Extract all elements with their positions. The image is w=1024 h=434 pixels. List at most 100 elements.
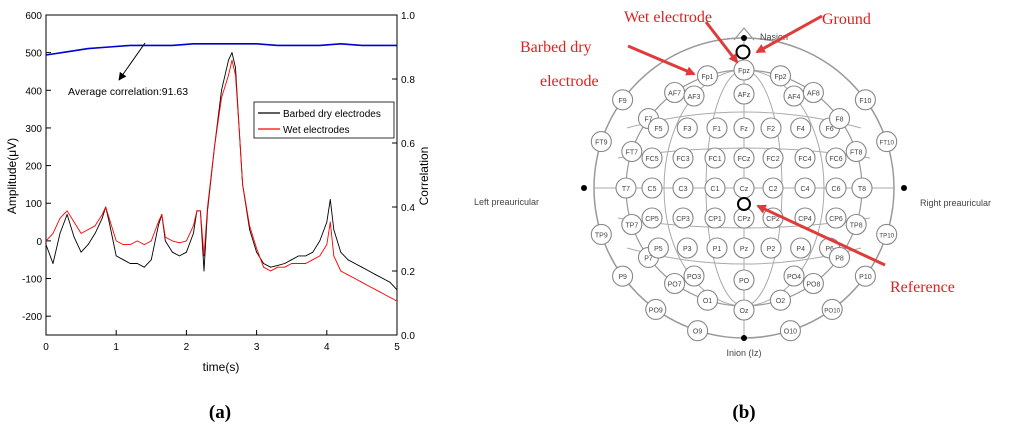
data-point <box>105 206 107 208</box>
electrode-label: O2 <box>776 298 785 305</box>
data-point <box>52 263 54 264</box>
electrode-label: AF3 <box>688 94 701 101</box>
data-point <box>59 233 61 234</box>
x-tick-label: 4 <box>324 342 330 353</box>
data-point <box>329 199 331 200</box>
electrode-label: Fz <box>740 126 748 133</box>
data-point <box>263 266 264 268</box>
data-point <box>101 217 103 219</box>
reference-arrow <box>756 204 886 267</box>
y2-tick-label: 0.0 <box>401 331 415 342</box>
data-point <box>329 221 331 223</box>
right-axis-ticks: 0.0 0.2 0.4 0.6 0.8 1.0 <box>392 11 415 342</box>
ground-arrow <box>755 14 823 54</box>
data-point <box>129 45 131 46</box>
y-tick-label: 600 <box>25 11 42 22</box>
ground-marker <box>735 44 751 60</box>
electrode-fc2: FC2 <box>762 147 784 169</box>
electrode-po10: PO10 <box>821 298 843 320</box>
y2-tick-label: 0.2 <box>401 267 415 278</box>
electrode-cp4: CP4 <box>794 207 816 229</box>
electrode-cp2: CP2 <box>762 207 784 229</box>
electrode-label: FC3 <box>676 156 689 163</box>
nasion-dot <box>741 35 747 41</box>
data-point <box>203 270 205 272</box>
electrode-label: Fp2 <box>774 74 786 81</box>
correlation-annotation: Average correlation:91.63 <box>68 86 188 98</box>
electrode-label: P9 <box>618 274 627 281</box>
data-point <box>347 259 349 261</box>
electrode-o1: O1 <box>696 289 719 311</box>
data-point <box>291 259 293 261</box>
panel-a-label: (a) <box>209 402 231 423</box>
electrode-af3: AF3 <box>683 85 705 107</box>
data-point <box>312 251 314 253</box>
electrode-label: TP8 <box>850 223 863 230</box>
series-line-0 <box>46 52 397 291</box>
data-point <box>172 251 173 253</box>
legend-label-wet: Wet electrodes <box>283 125 350 136</box>
plot-area <box>45 14 398 336</box>
reference-label: Reference <box>890 279 955 296</box>
data-point <box>129 244 131 246</box>
electrode-label: FC2 <box>766 156 779 163</box>
y-tick-label: 0 <box>36 237 42 248</box>
data-point <box>46 240 47 242</box>
inion-dot <box>741 335 747 341</box>
series-group <box>46 42 397 302</box>
electrode-label: FC1 <box>708 156 721 163</box>
x-tick-label: 1 <box>113 342 119 353</box>
electrode-ft7: FT7 <box>621 140 643 163</box>
electrode-p2: P2 <box>760 237 782 259</box>
electrode-label: O10 <box>784 329 797 336</box>
electrode-po7: PO7 <box>664 272 686 295</box>
x-tick-label: 5 <box>394 342 400 353</box>
data-point <box>396 289 397 291</box>
data-point <box>231 59 233 61</box>
electrode-p4: P4 <box>790 237 812 259</box>
electrode-p9: P9 <box>612 265 634 287</box>
data-point <box>108 221 110 223</box>
data-point <box>122 244 124 246</box>
data-point <box>66 51 68 53</box>
electrode-f1: F1 <box>706 117 728 139</box>
electrode-label: F9 <box>619 98 627 105</box>
electrode-label: CPz <box>737 216 751 223</box>
electrode-o2: O2 <box>769 289 792 311</box>
electrode-ft10: FT10 <box>876 131 898 153</box>
electrode-t7: T7 <box>615 177 637 199</box>
inion-label: Inion (Iz) <box>726 348 761 358</box>
data-point <box>193 225 194 227</box>
data-point <box>235 43 236 45</box>
data-point <box>319 255 321 257</box>
data-point <box>80 251 82 253</box>
x-axis-ticks: 0 1 2 3 4 5 <box>43 330 400 353</box>
electrode-label: PO <box>739 278 750 285</box>
data-point <box>375 274 377 276</box>
data-point <box>179 242 180 244</box>
electrode-label: P3 <box>683 246 692 253</box>
data-point <box>115 240 117 242</box>
data-point <box>66 210 68 212</box>
data-point <box>368 270 370 272</box>
electrode-label: Pz <box>740 246 749 253</box>
series-line-1 <box>46 59 397 302</box>
data-point <box>298 255 300 257</box>
data-point <box>242 184 244 185</box>
data-point <box>270 266 271 268</box>
y-tick-label: 500 <box>25 49 42 60</box>
electrode-o10: O10 <box>779 320 801 342</box>
data-point <box>214 43 215 45</box>
electrode-tp9: TP9 <box>590 223 612 245</box>
data-point <box>382 278 384 279</box>
data-point <box>87 244 89 246</box>
data-point <box>277 45 279 46</box>
data-point <box>256 251 257 253</box>
data-point <box>207 206 208 208</box>
data-point <box>263 263 264 264</box>
electrode-label: F6 <box>826 126 834 133</box>
electrode-label: C4 <box>801 186 810 193</box>
data-point <box>382 293 384 294</box>
data-point <box>347 274 349 276</box>
y2-tick-label: 0.8 <box>401 75 415 86</box>
